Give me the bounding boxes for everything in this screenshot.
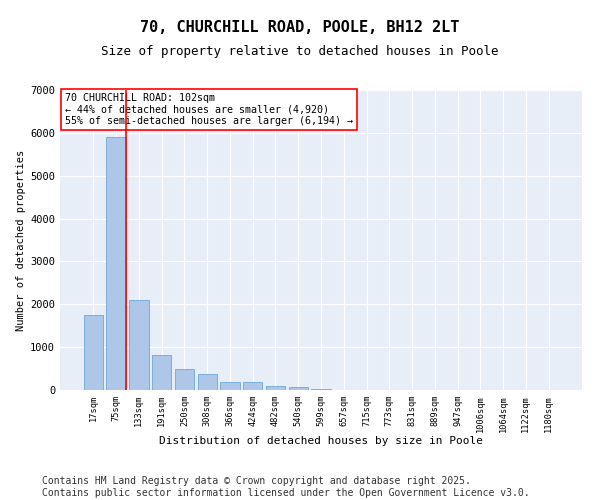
Text: 70 CHURCHILL ROAD: 102sqm
← 44% of detached houses are smaller (4,920)
55% of se: 70 CHURCHILL ROAD: 102sqm ← 44% of detac… [65, 93, 353, 126]
Bar [84, 315, 103, 390]
Bar [289, 388, 308, 390]
Bar [152, 355, 172, 390]
Text: Size of property relative to detached houses in Poole: Size of property relative to detached ho… [101, 45, 499, 58]
Bar [266, 386, 285, 390]
Bar [311, 388, 331, 390]
Bar [106, 137, 126, 390]
Y-axis label: Number of detached properties: Number of detached properties [16, 150, 26, 330]
Text: Contains HM Land Registry data © Crown copyright and database right 2025.
Contai: Contains HM Land Registry data © Crown c… [42, 476, 530, 498]
Text: 70, CHURCHILL ROAD, POOLE, BH12 2LT: 70, CHURCHILL ROAD, POOLE, BH12 2LT [140, 20, 460, 35]
Bar [220, 382, 239, 390]
Bar [175, 368, 194, 390]
Bar [197, 374, 217, 390]
Bar [243, 382, 262, 390]
X-axis label: Distribution of detached houses by size in Poole: Distribution of detached houses by size … [159, 436, 483, 446]
Bar [129, 300, 149, 390]
